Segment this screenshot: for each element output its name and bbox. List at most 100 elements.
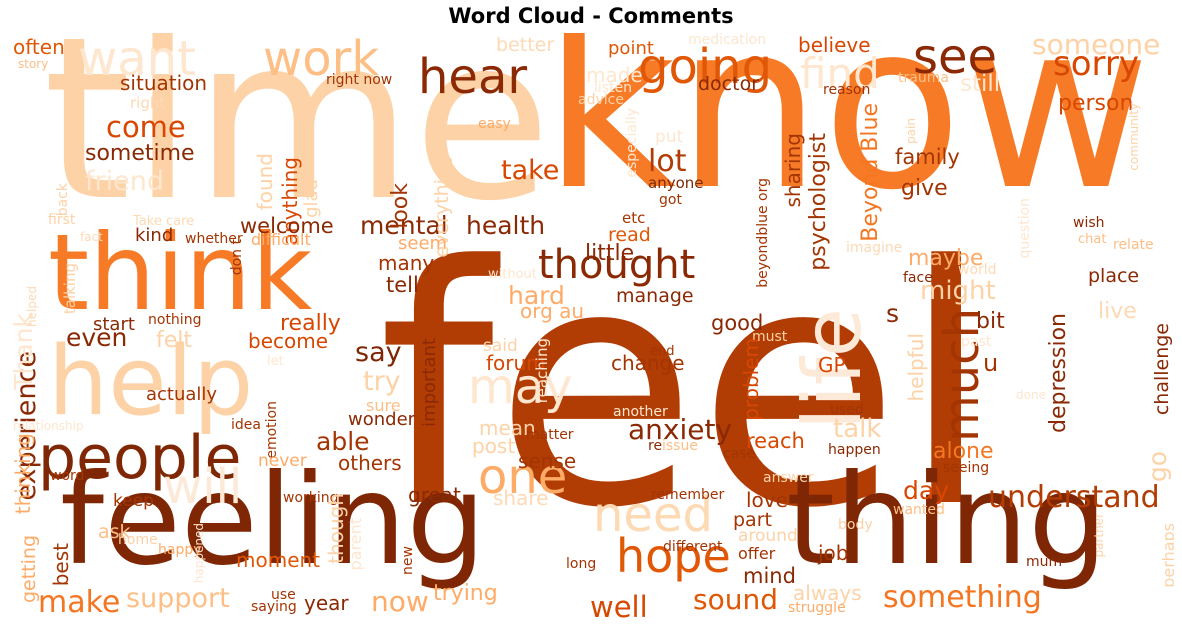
word-hope: hope	[616, 529, 731, 583]
word-tell: tell	[386, 273, 419, 297]
word-another: another	[613, 404, 668, 420]
word-done: done	[1016, 388, 1046, 402]
word-take-care: Take care	[133, 214, 195, 229]
word-really: really	[280, 311, 341, 336]
word-someone: someone	[1032, 33, 1161, 61]
word-use: use	[271, 587, 296, 603]
word-part: part	[733, 509, 772, 531]
word-little: little	[585, 241, 635, 266]
word-anxiety: anxiety	[628, 413, 733, 446]
word-might: might	[920, 276, 996, 306]
word-partner: partner	[1092, 513, 1106, 558]
word-job: job	[818, 541, 849, 565]
word-don-t: don t	[229, 239, 245, 276]
word-first: first	[48, 212, 76, 228]
word-u: u	[983, 349, 999, 377]
word-many: many	[378, 251, 435, 275]
word-happened: happened	[192, 523, 206, 584]
word-think: think	[48, 212, 313, 334]
word-different: different	[663, 539, 723, 555]
word-mum: mum	[1026, 554, 1063, 570]
word-lot: lot	[648, 144, 687, 179]
word-year: year	[304, 591, 349, 615]
word-seeing: seeing	[943, 460, 990, 476]
word-forum: forum	[486, 351, 546, 375]
word-make: make	[38, 585, 121, 620]
word-reaching: reaching	[533, 338, 551, 404]
word-home: home	[118, 532, 158, 548]
word-offer: offer	[738, 544, 776, 563]
word-around: around	[738, 526, 798, 546]
word-matter: matter	[526, 427, 574, 443]
word-without: without	[488, 267, 537, 282]
word-sharing: sharing	[781, 133, 805, 208]
word-re: re	[648, 438, 663, 454]
word-let: let	[267, 354, 284, 369]
word-perhaps: perhaps	[1159, 523, 1174, 588]
word-good: good	[711, 311, 764, 335]
word-anyone: anyone	[648, 174, 704, 192]
word-will: will	[163, 459, 243, 515]
word-used: used	[830, 402, 864, 418]
word-doctor: doctor	[698, 73, 760, 95]
word-story: story	[18, 57, 49, 71]
word-need: need	[593, 487, 713, 543]
word-got: got	[659, 192, 682, 208]
word-relationship: relationship	[13, 419, 84, 433]
word-one: one	[478, 449, 568, 505]
word-etc: etc	[622, 209, 646, 227]
word-said: said	[483, 336, 518, 356]
word-wish: wish	[1073, 215, 1105, 231]
word-others: others	[338, 451, 402, 475]
word-sorry: sorry	[1053, 44, 1139, 84]
word-believe: believe	[798, 33, 871, 57]
word-feel: feel	[378, 196, 992, 580]
word-look: look	[388, 183, 413, 229]
word-love: love	[746, 488, 788, 512]
word-health: health	[466, 211, 546, 240]
word-manage: manage	[616, 285, 694, 307]
word-must: must	[752, 329, 788, 345]
word-past: past	[961, 334, 992, 350]
word-thing: thing	[786, 448, 1108, 593]
word-actually: actually	[146, 384, 218, 405]
word-people: people	[38, 423, 242, 493]
word-may: may	[468, 359, 573, 415]
word-imagine: imagine	[846, 240, 903, 256]
word-mental: mental	[360, 211, 448, 240]
word-go: go	[1143, 451, 1172, 483]
word-understand: understand	[988, 480, 1160, 515]
word-relate: relate	[1113, 237, 1154, 253]
word-getting: getting	[18, 535, 40, 604]
word-gp: GP	[818, 353, 846, 377]
word-seem: seem	[398, 233, 448, 254]
word-especially: especially	[624, 108, 640, 178]
word-able: able	[316, 427, 370, 456]
word-even: even	[66, 323, 128, 352]
word-working: working	[283, 490, 339, 506]
word-end: end	[650, 344, 675, 359]
word-sound: sound	[693, 583, 778, 616]
word-fact: fact	[80, 230, 103, 244]
word-found: found	[253, 153, 277, 211]
word-whether: whether	[185, 231, 243, 247]
word-listen: listen	[594, 80, 633, 96]
word-nothing: nothing	[148, 312, 202, 328]
word-new: new	[400, 546, 416, 575]
word-made: made	[586, 63, 643, 87]
word-beyondblue-org: beyondblue org	[755, 178, 771, 288]
word-important: important	[419, 338, 440, 427]
word-wonder: wonder	[348, 409, 416, 430]
word-glad: glad	[301, 179, 322, 218]
word-right-now: right now	[326, 72, 393, 88]
word-thinking: thinking	[11, 433, 35, 515]
word-saying: saying	[251, 599, 297, 615]
word-remember: remember	[651, 487, 725, 503]
word-bit: bit	[976, 309, 1005, 334]
word-mind: mind	[743, 564, 796, 588]
word-best: best	[49, 543, 73, 587]
word-never: never	[258, 451, 307, 471]
word-answer: answer	[763, 470, 814, 486]
word-person: person	[1058, 91, 1134, 116]
